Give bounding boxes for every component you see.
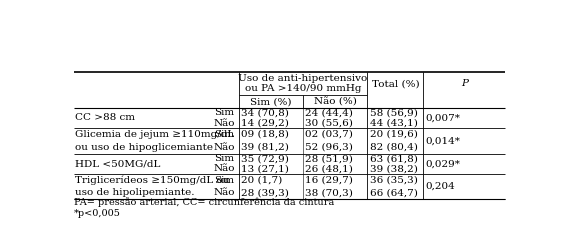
Text: Glicemia de jejum ≥110mg/dL: Glicemia de jejum ≥110mg/dL: [75, 130, 234, 139]
Text: 38 (70,3): 38 (70,3): [306, 189, 353, 198]
Text: HDL <50MG/dL: HDL <50MG/dL: [75, 159, 160, 168]
Text: Sim: Sim: [214, 176, 234, 185]
Text: Uso de anti-hipertensivo: Uso de anti-hipertensivo: [238, 74, 368, 83]
Text: 0,014*: 0,014*: [425, 136, 460, 145]
Text: Não (%): Não (%): [314, 97, 357, 106]
Text: 39 (38,2): 39 (38,2): [370, 164, 418, 173]
Text: 63 (61,8): 63 (61,8): [370, 154, 418, 163]
Text: ou uso de hipoglicemiante: ou uso de hipoglicemiante: [75, 143, 213, 152]
Text: Sim: Sim: [214, 108, 234, 117]
Text: 28 (51,9): 28 (51,9): [306, 154, 353, 163]
Text: 28 (39,3): 28 (39,3): [241, 189, 289, 198]
Text: Não: Não: [214, 143, 236, 152]
Text: 34 (70,8): 34 (70,8): [241, 108, 289, 117]
Text: 26 (48,1): 26 (48,1): [306, 164, 353, 173]
Text: 20 (19,6): 20 (19,6): [370, 130, 418, 139]
Text: 14 (29,2): 14 (29,2): [241, 119, 289, 128]
Text: Não: Não: [214, 119, 236, 128]
Text: Triglicerídeos ≥150mg/dL ou: Triglicerídeos ≥150mg/dL ou: [75, 175, 229, 185]
Text: 16 (29,7): 16 (29,7): [306, 176, 353, 185]
Text: 35 (72,9): 35 (72,9): [241, 154, 289, 163]
Text: 39 (81,2): 39 (81,2): [241, 143, 289, 152]
Text: Total (%): Total (%): [372, 79, 419, 88]
Text: 0,204: 0,204: [425, 182, 455, 191]
Text: Sim (%): Sim (%): [250, 97, 292, 106]
Text: 36 (35,3): 36 (35,3): [370, 176, 418, 185]
Text: 24 (44,4): 24 (44,4): [306, 108, 353, 117]
Text: ou PA >140/90 mmHg: ou PA >140/90 mmHg: [245, 84, 362, 93]
Text: CC >88 cm: CC >88 cm: [75, 113, 135, 122]
Text: 58 (56,9): 58 (56,9): [370, 108, 418, 117]
Text: 0,029*: 0,029*: [425, 159, 460, 168]
Text: 20 (1,7): 20 (1,7): [241, 176, 282, 185]
Text: 0,007*: 0,007*: [425, 113, 460, 122]
Text: PA= pressão arterial, CC= circunferência da cintura: PA= pressão arterial, CC= circunferência…: [73, 198, 334, 207]
Text: *p<0,005: *p<0,005: [73, 209, 120, 218]
Text: 52 (96,3): 52 (96,3): [306, 143, 353, 152]
Text: Não: Não: [214, 164, 236, 173]
Text: uso de hipolipemiante.: uso de hipolipemiante.: [75, 189, 195, 198]
Text: 30 (55,6): 30 (55,6): [306, 119, 353, 128]
Text: 13 (27,1): 13 (27,1): [241, 164, 289, 173]
Text: Sim: Sim: [214, 154, 234, 163]
Text: 66 (64,7): 66 (64,7): [370, 189, 418, 198]
Text: 02 (03,7): 02 (03,7): [306, 130, 353, 139]
Text: 09 (18,8): 09 (18,8): [241, 130, 289, 139]
Text: Sim: Sim: [214, 130, 234, 139]
Text: Não: Não: [214, 189, 236, 198]
Text: P: P: [461, 79, 468, 88]
Text: 82 (80,4): 82 (80,4): [370, 143, 418, 152]
Text: 44 (43,1): 44 (43,1): [370, 119, 418, 128]
